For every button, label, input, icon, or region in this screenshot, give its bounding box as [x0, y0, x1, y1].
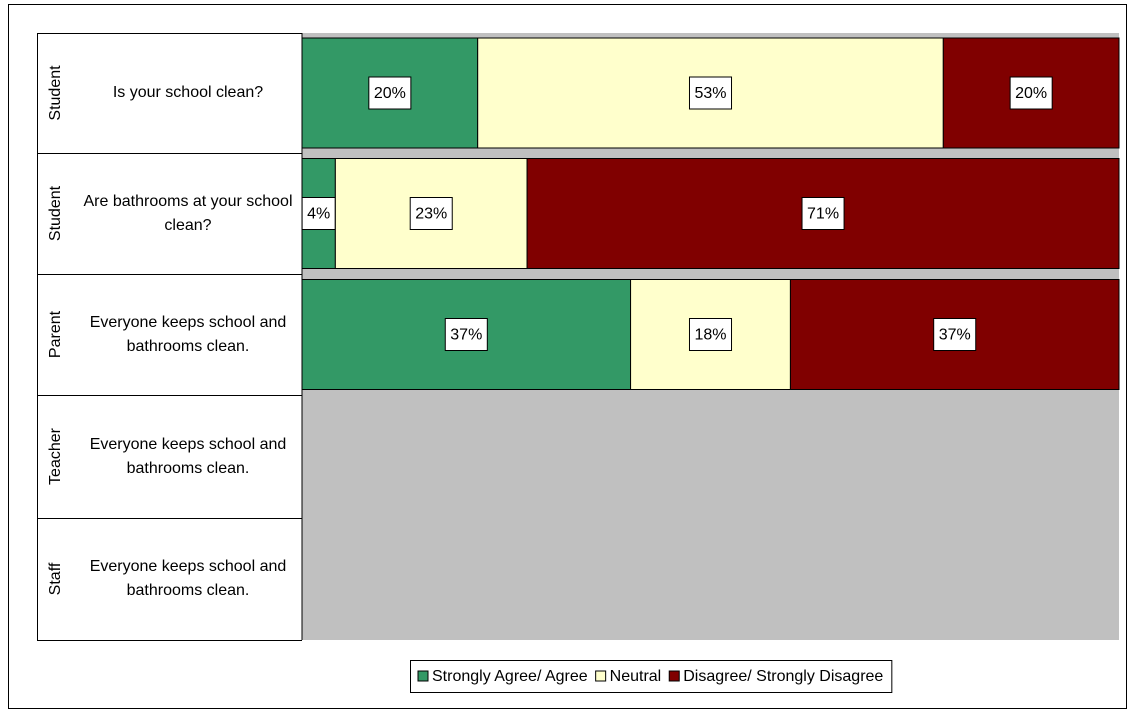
data-label-box [1009, 76, 1053, 110]
legend-label: Neutral [610, 668, 662, 685]
group-label: Teacher [47, 427, 64, 485]
data-label: 4% [307, 206, 330, 223]
data-label: 20% [374, 85, 406, 102]
question-label: Are bathrooms at your school clean? [83, 192, 293, 234]
legend-label: Disagree/ Strongly Disagree [683, 668, 883, 685]
legend-label: Strongly Agree/ Agree [432, 668, 588, 685]
legend-swatch [668, 670, 680, 682]
data-label: 18% [694, 327, 726, 344]
legend-swatch [417, 670, 429, 682]
group-label: Student [47, 65, 64, 121]
data-label-box [409, 197, 453, 230]
data-label: 71% [807, 206, 839, 223]
data-label: 37% [939, 327, 971, 344]
data-label-box [933, 318, 977, 351]
data-label: 23% [415, 206, 447, 223]
data-label-box [688, 76, 733, 110]
question-label: Everyone keeps school and bathrooms clea… [89, 435, 287, 477]
data-label: 37% [450, 327, 482, 344]
question-label: Everyone keeps school and bathrooms clea… [89, 313, 287, 355]
data-label-box [368, 76, 412, 110]
question-label: Everyone keeps school and bathrooms clea… [89, 558, 287, 599]
data-label: 53% [694, 85, 726, 102]
legend-swatch [595, 670, 607, 682]
legend [410, 660, 893, 693]
group-label: Student [47, 185, 64, 241]
data-label-box [688, 318, 733, 351]
question-label: Is your school clean? [112, 84, 264, 101]
data-label-box [444, 318, 488, 351]
group-label: Parent [47, 310, 64, 358]
data-label-box [801, 197, 845, 230]
data-label: 20% [1015, 85, 1047, 102]
group-label: Staff [47, 562, 64, 595]
